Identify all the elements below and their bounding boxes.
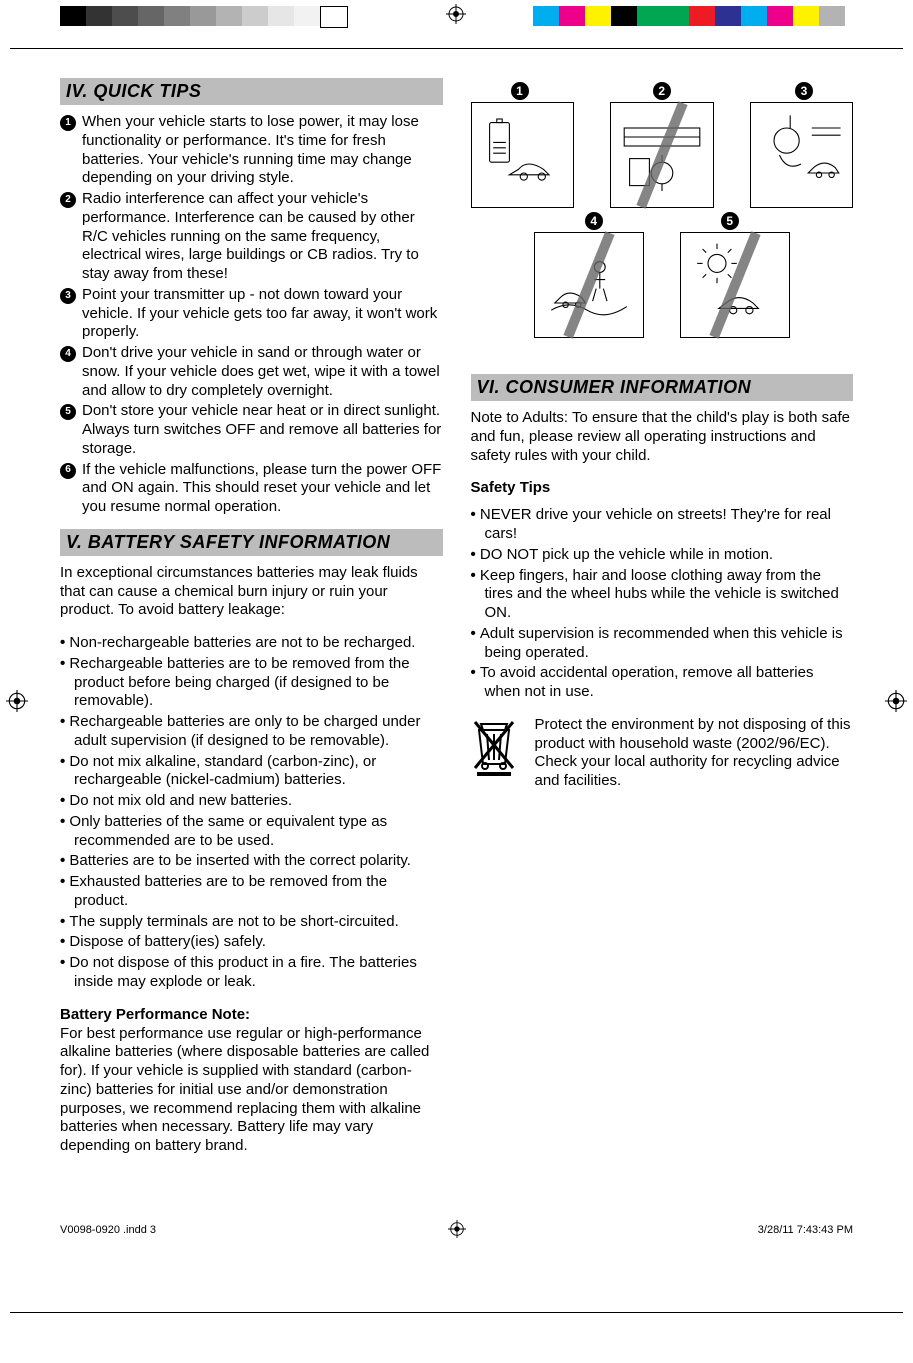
battery-bullet: Batteries are to be inserted with the co… [60, 852, 443, 871]
quick-tips-list: 1 When your vehicle starts to lose power,… [60, 113, 443, 517]
swatch [60, 6, 86, 26]
right-column: 1 2 3 [471, 68, 854, 1170]
swatch [689, 6, 715, 26]
swatch [164, 6, 190, 26]
swatch [741, 6, 767, 26]
battery-bullet: Rechargeable batteries are to be removed… [60, 655, 443, 711]
print-marks-top [0, 0, 913, 48]
battery-perf-head: Battery Performance Note: [60, 1006, 443, 1023]
list-number-icon: 4 [60, 346, 76, 362]
battery-perf-body: For best performance use regular or high… [60, 1025, 443, 1156]
swatch [663, 6, 689, 26]
left-column: IV. QUICK TIPS 1 When your vehicle starts… [60, 68, 443, 1170]
swatch [320, 6, 348, 28]
battery-bullet-list: Non-rechargeable batteries are not to be… [60, 634, 443, 992]
swatch [533, 6, 559, 26]
print-footer: V0098-0920 .indd 3 3/28/11 7:43:43 PM [0, 1220, 913, 1261]
swatch [190, 6, 216, 26]
footer-date: 3/28/11 7:43:43 PM [758, 1224, 853, 1236]
safety-tips-head: Safety Tips [471, 479, 854, 496]
swatch [611, 6, 637, 26]
weee-text: Protect the environment by not disposing… [535, 716, 854, 791]
list-number-icon: 5 [60, 404, 76, 420]
illus-box-4 [534, 232, 644, 338]
quick-tip-text: Radio interference can affect your vehic… [82, 190, 443, 284]
quick-tip-text: Don't store your vehicle near heat or in… [82, 402, 443, 458]
safety-bullet: Adult supervision is recommended when th… [471, 625, 854, 663]
swatch [216, 6, 242, 26]
illus-label-1: 1 [511, 82, 529, 100]
quick-tip-item: 6 If the vehicle malfunctions, please tur… [60, 461, 443, 517]
illus-labels-row1: 1 2 3 [471, 82, 854, 100]
safety-bullet: To avoid accidental operation, remove al… [471, 664, 854, 702]
swatch [793, 6, 819, 26]
swatch [138, 6, 164, 26]
illus-label-3: 3 [795, 82, 813, 100]
illustration-panel: 1 2 3 [471, 82, 854, 338]
footer-file: V0098-0920 .indd 3 [60, 1224, 156, 1236]
list-number-icon: 3 [60, 288, 76, 304]
battery-intro: In exceptional circumstances batteries m… [60, 564, 443, 620]
color-swatch-bar [533, 6, 845, 26]
list-number-icon: 1 [60, 115, 76, 131]
battery-bullet: Do not mix old and new batteries. [60, 792, 443, 811]
quick-tip-item: 1 When your vehicle starts to lose power,… [60, 113, 443, 188]
illus-box-1 [471, 102, 575, 208]
swatch [268, 6, 294, 26]
page-content: IV. QUICK TIPS 1 When your vehicle starts… [0, 48, 913, 1220]
illus-labels-row2: 4 5 [471, 212, 854, 230]
swatch [585, 6, 611, 26]
quick-tip-text: Point your transmitter up - not down tow… [82, 286, 443, 342]
illus-box-2 [610, 102, 714, 208]
swatch [819, 6, 845, 26]
swatch [715, 6, 741, 26]
illus-row-1 [471, 102, 854, 208]
battery-bullet: The supply terminals are not to be short… [60, 913, 443, 932]
battery-bullet: Rechargeable batteries are only to be ch… [60, 713, 443, 751]
battery-bullet: Do not mix alkaline, standard (carbon-zi… [60, 753, 443, 791]
safety-bullet: DO NOT pick up the vehicle while in moti… [471, 546, 854, 565]
weee-notice: Protect the environment by not disposing… [471, 716, 854, 791]
swatch [294, 6, 320, 26]
battery-bullet: Dispose of battery(ies) safely. [60, 933, 443, 952]
illus-label-4: 4 [585, 212, 603, 230]
consumer-intro: Note to Adults: To ensure that the child… [471, 409, 854, 465]
quick-tip-text: When your vehicle starts to lose power, … [82, 113, 443, 188]
illus-box-5 [680, 232, 790, 338]
quick-tip-item: 3 Point your transmitter up - not down to… [60, 286, 443, 342]
list-number-icon: 2 [60, 192, 76, 208]
battery-bullet: Only batteries of the same or equivalent… [60, 813, 443, 851]
illus-label-2: 2 [653, 82, 671, 100]
swatch [86, 6, 112, 26]
weee-bin-icon [471, 716, 517, 781]
registration-mark-top [446, 4, 466, 24]
battery-bullet: Exhausted batteries are to be removed fr… [60, 873, 443, 911]
illus-row-2 [471, 232, 854, 338]
quick-tip-text: Don't drive your vehicle in sand or thro… [82, 344, 443, 400]
registration-mark-bottom [448, 1220, 466, 1241]
quick-tip-item: 2 Radio interference can affect your vehi… [60, 190, 443, 284]
swatch [112, 6, 138, 26]
safety-bullet: Keep fingers, hair and loose clothing aw… [471, 567, 854, 623]
swatch [767, 6, 793, 26]
illus-label-5: 5 [721, 212, 739, 230]
illus-box-3 [750, 102, 854, 208]
section-6-header: VI. CONSUMER INFORMATION [471, 374, 854, 401]
swatch [242, 6, 268, 26]
section-4-header: IV. QUICK TIPS [60, 78, 443, 105]
crop-line [10, 1312, 903, 1313]
section-5-header: V. BATTERY SAFETY INFORMATION [60, 529, 443, 556]
battery-bullet: Non-rechargeable batteries are not to be… [60, 634, 443, 653]
battery-bullet: Do not dispose of this product in a fire… [60, 954, 443, 992]
safety-tips-list: NEVER drive your vehicle on streets! The… [471, 506, 854, 702]
swatch [559, 6, 585, 26]
quick-tip-item: 4 Don't drive your vehicle in sand or thr… [60, 344, 443, 400]
safety-bullet: NEVER drive your vehicle on streets! The… [471, 506, 854, 544]
list-number-icon: 6 [60, 463, 76, 479]
quick-tip-text: If the vehicle malfunctions, please turn… [82, 461, 443, 517]
quick-tip-item: 5 Don't store your vehicle near heat or i… [60, 402, 443, 458]
swatch [637, 6, 663, 26]
gray-swatch-bar [60, 6, 348, 28]
